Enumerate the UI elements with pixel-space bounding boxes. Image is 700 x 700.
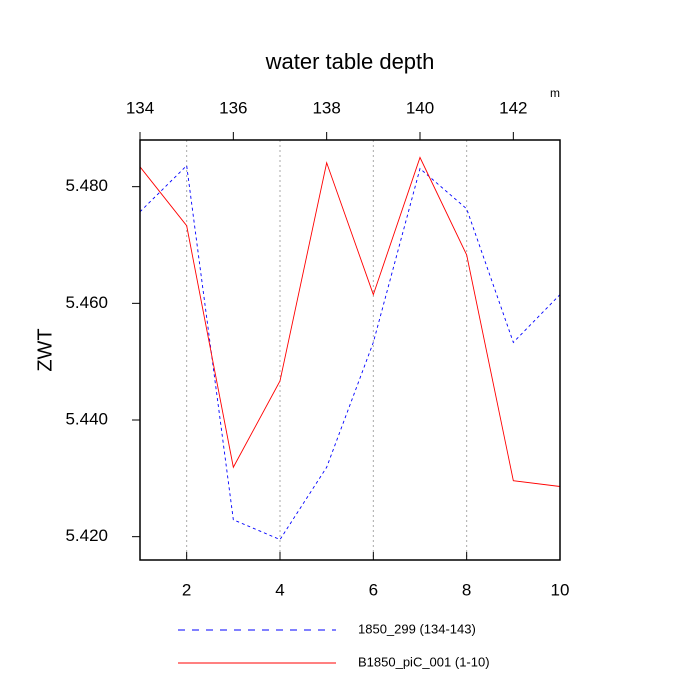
x-tick-label: 4 [275,580,284,599]
y-tick-label: 5.420 [65,526,108,545]
x-tick-label: 6 [369,580,378,599]
x2-units: m [550,86,560,100]
legend-label: 1850_299 (134-143) [358,621,476,636]
x2-tick-label: 142 [499,98,527,117]
x2-tick-label: 138 [312,98,340,117]
x-tick-label: 2 [182,580,191,599]
y-tick-label: 5.440 [65,409,108,428]
y-axis-label: ZWT [34,328,56,371]
plot-frame [139,139,561,561]
x2-tick-label: 140 [406,98,434,117]
y-tick-label: 5.480 [65,176,108,195]
series-line [139,156,561,487]
legend-label: B1850_piC_001 (1-10) [358,654,490,669]
x2-tick-label: 134 [126,98,154,117]
x-tick-label: 8 [462,580,471,599]
x-tick-label: 10 [551,580,570,599]
y-tick-label: 5.460 [65,293,108,312]
series-line [139,164,561,541]
chart-title: water table depth [265,49,435,74]
x2-tick-label: 136 [219,98,247,117]
